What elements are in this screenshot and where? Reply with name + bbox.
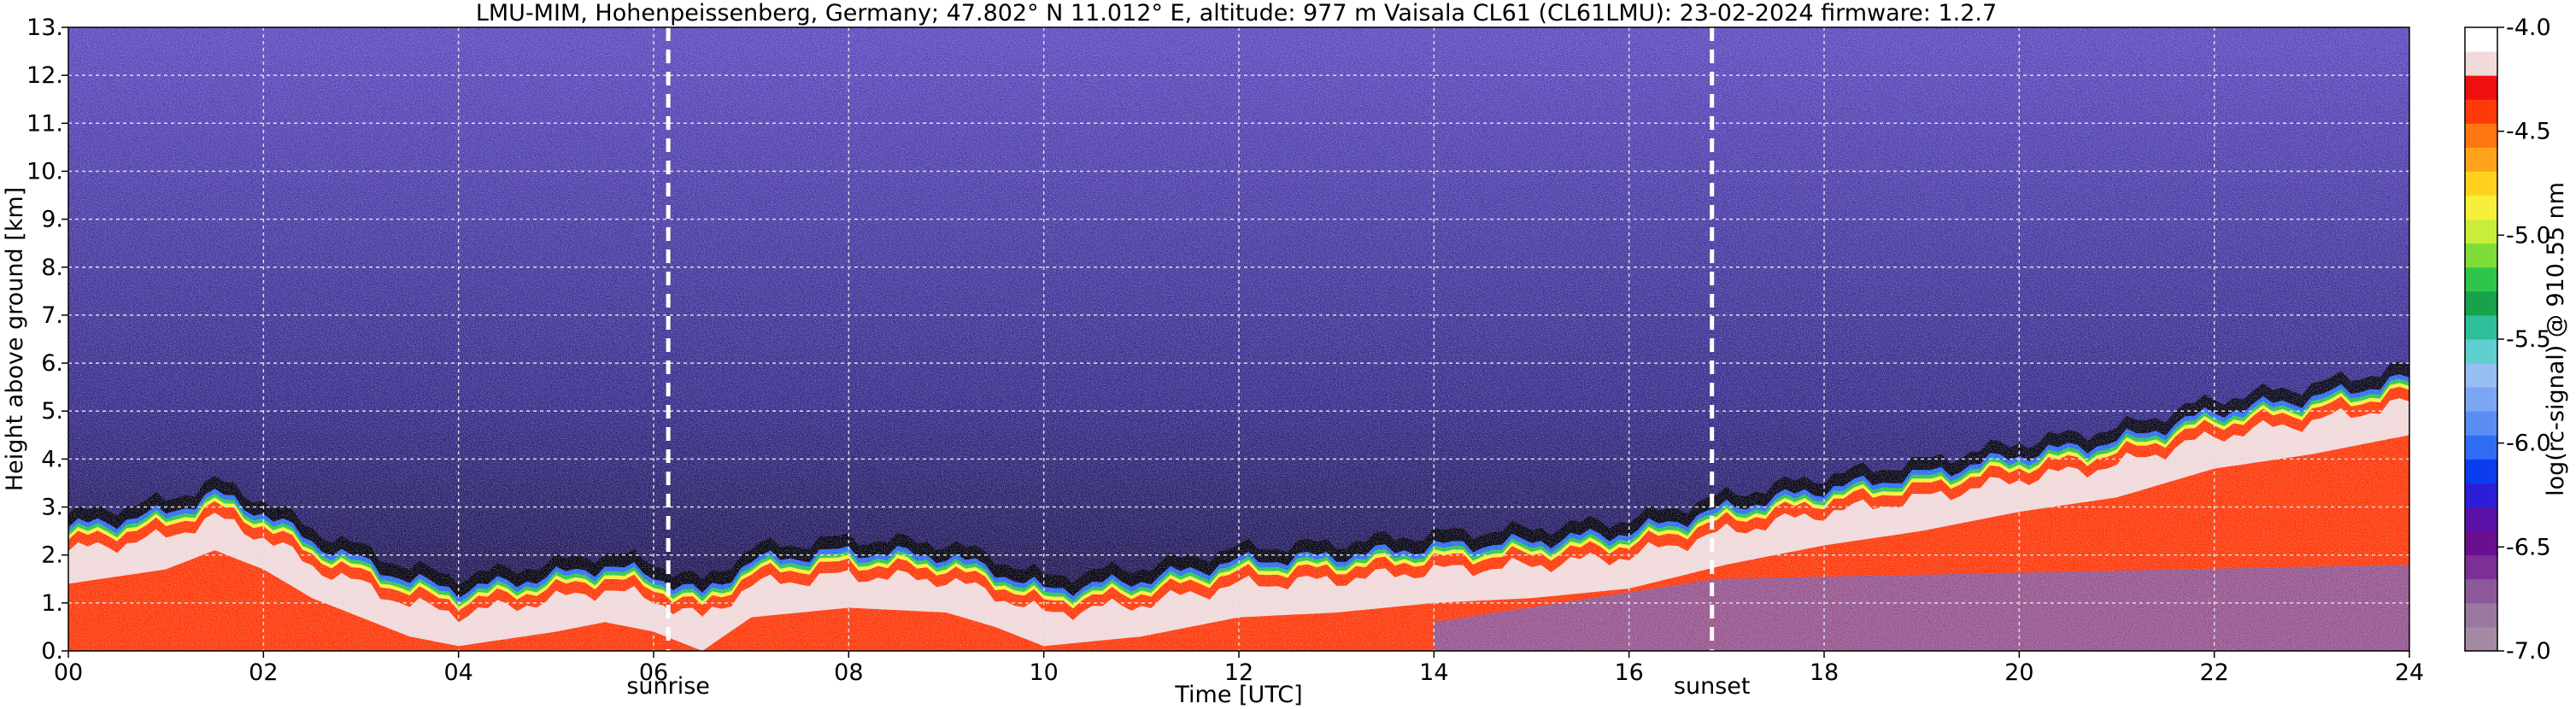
sunset-label: sunset (1674, 673, 1751, 700)
y-tick-label: 11. (26, 110, 63, 137)
colorbar-segment (2465, 123, 2497, 148)
x-tick-label: 18 (1810, 659, 1839, 686)
y-tick-label: 8. (41, 255, 63, 281)
x-tick-label: 04 (443, 659, 472, 686)
colorbar-segment (2465, 339, 2497, 364)
y-tick-label: 1. (41, 590, 63, 617)
x-tick-label: 12 (1224, 659, 1253, 686)
colorbar-segment (2465, 602, 2497, 628)
y-tick-label: 2. (41, 542, 63, 569)
x-tick-label: 16 (1614, 659, 1643, 686)
x-axis-label: Time [UTC] (1174, 682, 1302, 706)
colorbar-tick-label: -6.0 (2506, 431, 2551, 457)
colorbar-segment (2465, 363, 2497, 388)
x-tick-label: 00 (54, 659, 83, 686)
colorbar-label: log(rc-signal) @ 910.55 nm (2543, 182, 2569, 496)
x-tick-label: 02 (249, 659, 278, 686)
x-tick-label: 08 (834, 659, 863, 686)
colorbar-tick-label: -5.5 (2506, 326, 2551, 353)
colorbar-segment (2465, 171, 2497, 196)
colorbar-tick-label: -4.0 (2506, 15, 2551, 41)
colorbar-segment (2465, 27, 2497, 52)
colorbar-segment (2465, 483, 2497, 508)
colorbar-segment (2465, 411, 2497, 436)
y-axis: 0. 1. 2. 3. 4. 5. 6. 7. 8. 9. 10. 11. 12. 13. (26, 15, 68, 665)
plot-area (68, 27, 2409, 651)
x-tick-label: 20 (2004, 659, 2033, 686)
y-axis-label: Height above ground [km] (2, 187, 28, 491)
x-tick-label: 14 (1419, 659, 1448, 686)
colorbar-segment (2465, 267, 2497, 292)
colorbar-segment (2465, 290, 2497, 316)
x-tick-label: 10 (1029, 659, 1058, 686)
colorbar-segment (2465, 387, 2497, 412)
colorbar-ticks: -7.0 -6.5 -6.0 -5.5 -5.0 -4.5 -4.0 (2497, 15, 2551, 665)
colorbar-tick-label: -5.0 (2506, 222, 2551, 249)
colorbar-segment (2465, 195, 2497, 220)
y-tick-label: 0. (41, 638, 63, 665)
colorbar-segment (2465, 435, 2497, 460)
y-tick-label: 9. (41, 207, 63, 233)
colorbar (2464, 26, 2498, 652)
y-tick-label: 5. (41, 398, 63, 425)
colorbar-segment (2465, 99, 2497, 124)
y-tick-label: 4. (41, 446, 63, 472)
sunrise-label: sunrise (626, 673, 710, 700)
colorbar-tick-label: -4.5 (2506, 119, 2551, 145)
y-tick-label: 10. (26, 158, 63, 185)
colorbar-segment (2465, 147, 2497, 172)
colorbar-tick-label: -6.5 (2506, 534, 2551, 560)
signal-noise (68, 27, 2409, 651)
colorbar-segment (2465, 243, 2497, 268)
colorbar-segment (2465, 507, 2497, 532)
x-axis: 00 02 04 06 08 10 12 14 16 18 20 22 24 (54, 651, 2424, 686)
colorbar-tick-label: -7.0 (2506, 638, 2551, 665)
y-tick-label: 13. (26, 15, 63, 41)
grid-lines (68, 27, 2409, 651)
x-tick-label: 06 (639, 659, 668, 686)
y-tick-label: 3. (41, 495, 63, 521)
chart-title: LMU-MIM, Hohenpeissenberg, Germany; 47.8… (476, 0, 1997, 26)
x-tick-label: 24 (2395, 659, 2424, 686)
colorbar-segment (2465, 51, 2497, 76)
colorbar-segment (2465, 75, 2497, 100)
colorbar-segment (2465, 554, 2497, 580)
colorbar-segment (2465, 530, 2497, 556)
colorbar-segment (2465, 219, 2497, 244)
colorbar-segment (2465, 314, 2497, 340)
colorbar-segment (2465, 626, 2497, 652)
y-tick-label: 7. (41, 302, 63, 329)
colorbar-segment (2465, 459, 2497, 483)
x-tick-label: 22 (2199, 659, 2228, 686)
sun-annotations: sunrise sunset (626, 27, 1750, 700)
y-tick-label: 12. (26, 62, 63, 89)
colorbar-segment (2465, 578, 2497, 604)
y-tick-label: 6. (41, 350, 63, 377)
